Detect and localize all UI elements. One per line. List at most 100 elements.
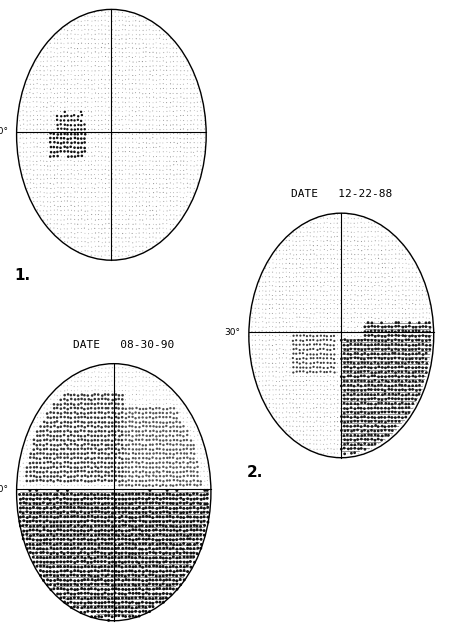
Point: [280, 245, 287, 255]
Point: [176, 480, 184, 490]
Point: [68, 75, 75, 85]
Point: [61, 466, 68, 477]
Point: [415, 326, 423, 336]
Point: [146, 88, 153, 98]
Point: [166, 174, 173, 184]
Point: [122, 52, 130, 62]
Point: [367, 240, 375, 250]
Point: [109, 458, 116, 468]
Point: [314, 448, 321, 458]
Point: [289, 353, 297, 363]
Point: [119, 443, 127, 453]
Point: [95, 453, 102, 463]
Point: [173, 129, 181, 139]
Point: [173, 445, 180, 455]
Point: [323, 258, 331, 268]
Point: [180, 413, 187, 423]
Point: [388, 322, 396, 332]
Point: [108, 453, 116, 463]
Point: [170, 137, 178, 147]
Point: [306, 430, 314, 440]
Point: [320, 281, 328, 291]
Point: [392, 398, 399, 408]
Point: [149, 417, 157, 427]
Point: [47, 475, 55, 485]
Point: [276, 268, 283, 278]
Point: [133, 426, 140, 436]
Point: [341, 354, 348, 364]
Point: [276, 381, 284, 391]
Point: [160, 381, 167, 391]
Point: [156, 102, 164, 112]
Point: [355, 367, 362, 377]
Point: [84, 170, 92, 180]
Point: [67, 232, 75, 242]
Point: [365, 384, 373, 394]
Point: [84, 557, 91, 567]
Point: [108, 106, 116, 116]
Point: [176, 166, 184, 176]
Point: [156, 520, 164, 530]
Point: [395, 358, 402, 368]
Point: [181, 575, 188, 585]
Point: [50, 142, 58, 152]
Point: [115, 507, 123, 517]
Point: [269, 314, 277, 324]
Point: [402, 317, 410, 327]
Point: [186, 534, 194, 544]
Point: [183, 134, 191, 144]
Point: [292, 349, 300, 359]
Point: [160, 161, 167, 171]
Point: [402, 366, 410, 376]
Point: [143, 102, 150, 112]
Point: [259, 362, 267, 372]
Point: [122, 448, 130, 458]
Point: [61, 97, 69, 107]
Point: [23, 125, 31, 135]
Point: [266, 263, 273, 273]
Point: [310, 263, 318, 273]
Point: [88, 84, 96, 94]
Point: [23, 88, 30, 98]
Point: [98, 422, 106, 432]
Point: [47, 192, 55, 202]
Point: [327, 371, 334, 381]
Point: [20, 463, 27, 473]
Point: [139, 233, 147, 243]
Point: [33, 462, 41, 472]
Point: [58, 480, 65, 490]
Point: [282, 371, 290, 381]
Point: [169, 151, 177, 161]
Point: [355, 390, 362, 400]
Point: [146, 408, 154, 418]
Point: [153, 552, 160, 562]
Point: [187, 562, 195, 572]
Point: [67, 381, 75, 391]
Point: [91, 43, 99, 53]
Point: [357, 318, 365, 328]
Point: [331, 290, 338, 300]
Point: [422, 372, 430, 382]
Point: [259, 371, 266, 381]
Point: [180, 399, 187, 409]
Point: [40, 507, 47, 517]
Point: [118, 557, 126, 567]
Point: [57, 111, 65, 121]
Point: [116, 453, 123, 463]
Point: [166, 205, 173, 215]
Point: [183, 164, 191, 174]
Point: [374, 268, 382, 278]
Point: [395, 287, 402, 297]
Point: [132, 485, 139, 495]
Point: [166, 549, 174, 559]
Point: [126, 16, 133, 26]
Point: [44, 525, 52, 535]
Point: [351, 317, 358, 327]
Point: [82, 498, 89, 508]
Point: [102, 399, 109, 409]
Point: [85, 567, 92, 577]
Point: [91, 110, 99, 120]
Point: [345, 213, 352, 223]
Point: [159, 70, 167, 80]
Point: [392, 344, 400, 354]
